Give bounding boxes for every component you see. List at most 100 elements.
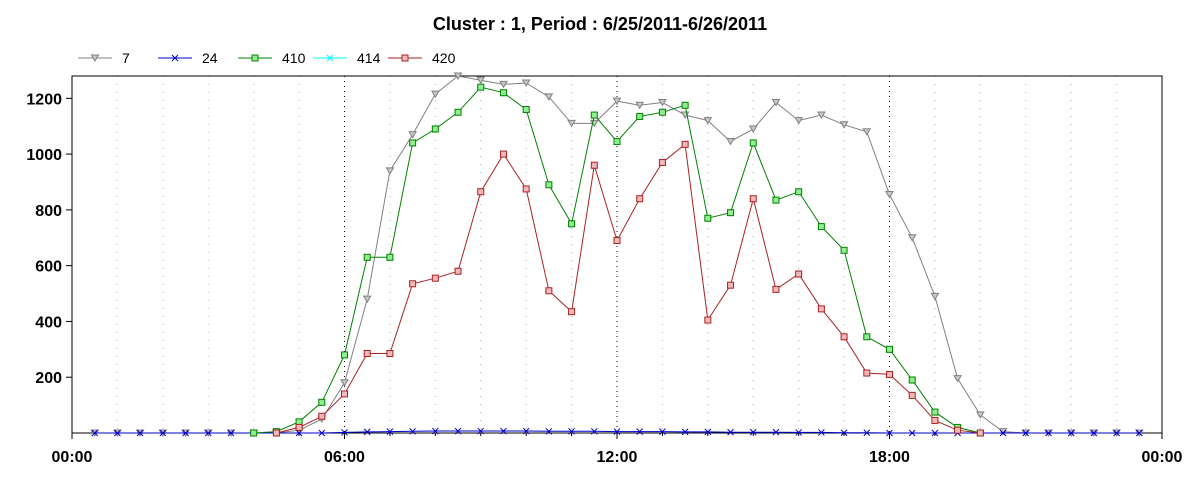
data-point: [295, 423, 303, 431]
data-point: [204, 429, 212, 437]
data-point: [636, 195, 644, 203]
data-point: [908, 376, 916, 384]
legend-label: 410: [282, 50, 306, 66]
data-point: [612, 97, 622, 106]
y-tick-label: 600: [35, 259, 62, 276]
data-point: [476, 76, 486, 85]
data-point: [908, 391, 916, 399]
data-point: [818, 429, 825, 436]
data-point: [272, 429, 280, 437]
data-point: [681, 428, 689, 436]
data-point: [431, 274, 439, 282]
data-point: [703, 117, 713, 125]
data-point: [431, 427, 439, 435]
x-tick-label: 06:00: [324, 449, 365, 466]
data-point: [930, 292, 940, 301]
data-point: [409, 139, 417, 147]
data-point: [341, 351, 348, 359]
data-point: [636, 428, 644, 435]
data-point: [499, 150, 507, 158]
data-point: [318, 398, 326, 406]
data-point: [340, 379, 349, 387]
data-point: [401, 54, 409, 62]
data-point: [251, 54, 259, 62]
legend-item-420: 420: [388, 50, 456, 66]
data-point: [931, 416, 939, 424]
data-point: [295, 429, 303, 437]
data-point: [658, 98, 667, 107]
data-point: [613, 237, 621, 245]
data-point: [568, 308, 576, 316]
legend-item-24: 24: [158, 50, 218, 66]
data-point: [454, 427, 462, 435]
legend-item-7: 7: [78, 50, 130, 66]
data-point: [795, 188, 803, 196]
x-tick-label: 12:00: [597, 449, 638, 466]
data-point: [227, 429, 235, 437]
data-point: [453, 72, 463, 80]
data-point: [839, 121, 849, 129]
legend-label: 420: [432, 50, 456, 66]
legend: 7 24 410 414 420: [78, 50, 456, 66]
data-point: [636, 112, 644, 120]
data-point: [363, 428, 371, 436]
data-point: [182, 429, 189, 437]
data-point: [999, 429, 1007, 437]
data-point: [840, 429, 848, 437]
data-point: [114, 429, 121, 437]
data-point: [954, 426, 962, 434]
series-24: [91, 427, 1143, 437]
data-point: [886, 345, 893, 353]
data-point: [681, 140, 689, 148]
data-point: [318, 429, 326, 437]
y-tick-label: 1200: [26, 91, 62, 108]
data-point: [931, 429, 939, 437]
chart-title: Cluster : 1, Period : 6/25/2011-6/26/201…: [433, 14, 767, 34]
data-point: [749, 195, 757, 203]
data-point: [635, 101, 645, 110]
data-point: [1022, 429, 1030, 437]
data-point: [704, 214, 712, 222]
data-point: [363, 350, 371, 358]
data-point: [726, 138, 735, 146]
data-point: [454, 267, 462, 275]
series-410: [250, 83, 984, 437]
data-point: [386, 253, 394, 261]
data-point: [613, 428, 621, 435]
data-point: [363, 253, 371, 261]
data-point: [568, 427, 575, 435]
data-point: [341, 390, 348, 398]
data-point: [431, 125, 439, 133]
data-point: [136, 429, 144, 437]
data-point: [590, 111, 598, 119]
data-point: [568, 220, 576, 228]
data-point: [704, 316, 712, 324]
data-point: [749, 428, 757, 436]
data-point: [386, 350, 394, 358]
data-point: [931, 408, 939, 416]
data-point: [863, 369, 871, 377]
data-point: [250, 429, 258, 437]
data-point: [171, 54, 179, 62]
data-point: [885, 191, 894, 199]
data-point: [90, 54, 100, 62]
data-point: [795, 270, 803, 278]
data-point: [772, 285, 780, 293]
y-tick-label: 1000: [26, 147, 62, 164]
data-point: [545, 181, 553, 189]
data-point: [386, 428, 394, 435]
x-tick-label: 00:00: [1142, 449, 1183, 466]
data-point: [658, 158, 666, 166]
data-point: [817, 111, 826, 120]
y-tick-label: 400: [35, 314, 62, 331]
data-point: [590, 161, 598, 169]
legend-label: 24: [202, 50, 218, 66]
data-point: [362, 295, 372, 304]
data-point: [727, 281, 735, 289]
data-point: [771, 98, 781, 107]
data-point: [772, 428, 780, 436]
data-point: [522, 185, 530, 193]
legend-item-410: 410: [238, 50, 306, 66]
data-point: [477, 83, 485, 91]
